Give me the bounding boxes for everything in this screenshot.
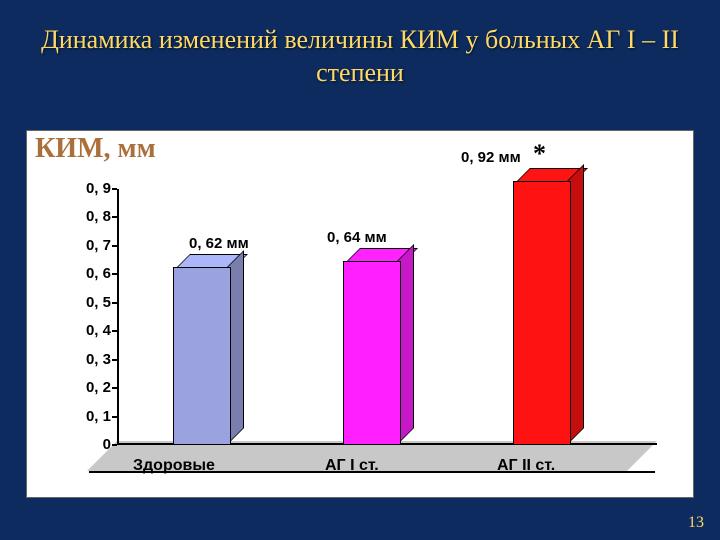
bar [513,183,569,445]
y-tick-label: 0, 7 [57,237,111,254]
category-label: Здоровые [133,457,215,475]
y-tick-label: 0, 4 [57,322,111,339]
y-tick-mark [112,302,117,304]
chart-plot: 00, 10, 20, 30, 40, 50, 60, 70, 80, 90, … [117,189,657,445]
bar-value-label: 0, 64 мм [327,229,387,246]
slide-title: Динамика изменений величины КИМ у больны… [0,0,720,97]
y-axis-title: КИМ, мм [35,133,156,165]
bar-front-face [173,267,231,445]
y-tick-label: 0, 6 [57,265,111,282]
y-tick-mark [112,273,117,275]
y-tick-label: 0, 8 [57,208,111,225]
y-tick-label: 0 [57,436,111,453]
category-label: АГ II ст. [497,457,555,475]
bar-front-face [513,181,571,445]
chart-card: КИМ, мм 00, 10, 20, 30, 40, 50, 60, 70, … [26,130,694,498]
y-tick-mark [112,188,117,190]
bar-value-label: 0, 92 мм [461,149,521,166]
bar-front-face [343,261,401,445]
y-tick-label: 0, 1 [57,408,111,425]
y-tick-mark [112,416,117,418]
bar-value-label: 0, 62 мм [189,235,249,252]
y-tick-label: 0, 9 [57,180,111,197]
y-tick-mark [112,216,117,218]
y-tick-mark [112,387,117,389]
y-tick-mark [112,245,117,247]
y-tick-label: 0, 3 [57,351,111,368]
y-axis-line [117,189,119,445]
category-label: АГ I ст. [325,457,379,475]
y-tick-label: 0, 5 [57,294,111,311]
y-tick-label: 0, 2 [57,379,111,396]
significance-star: * [533,139,546,169]
bar [343,263,399,445]
y-tick-mark [112,359,117,361]
page-number: 13 [688,514,704,532]
bar [173,269,229,445]
y-tick-mark [112,330,117,332]
y-tick-mark [112,444,117,446]
